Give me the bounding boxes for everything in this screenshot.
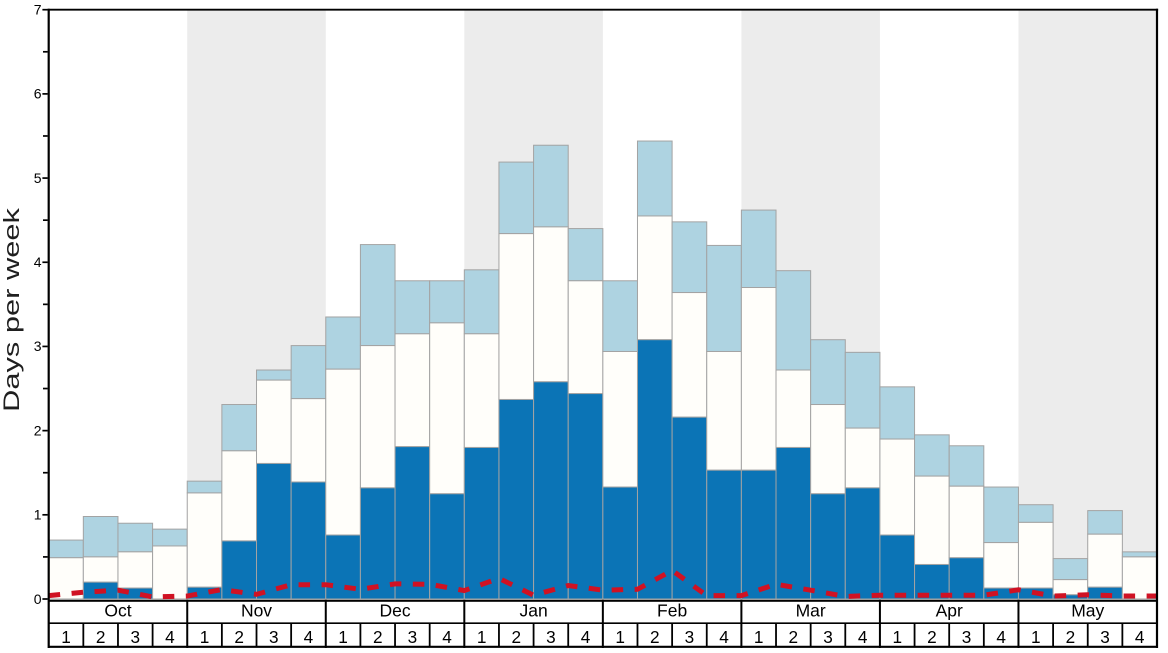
svg-text:Jan: Jan [519,600,547,620]
svg-text:2: 2 [511,627,521,647]
svg-text:May: May [1071,600,1104,620]
svg-text:3: 3 [962,627,972,647]
svg-text:4: 4 [996,627,1006,647]
svg-text:4: 4 [304,627,314,647]
svg-text:3: 3 [685,627,695,647]
svg-text:Days per week: Days per week [0,208,24,412]
svg-text:Feb: Feb [657,600,687,620]
svg-text:3: 3 [408,627,418,647]
svg-text:1: 1 [200,627,210,647]
svg-text:Mar: Mar [796,600,826,620]
svg-text:4: 4 [34,254,42,270]
svg-text:1: 1 [1031,627,1041,647]
svg-text:5: 5 [34,170,42,186]
svg-text:Oct: Oct [104,600,131,620]
svg-text:6: 6 [34,86,42,102]
svg-text:3: 3 [34,338,42,354]
svg-text:3: 3 [131,627,141,647]
svg-text:2: 2 [34,422,42,438]
svg-text:1: 1 [61,627,71,647]
svg-text:Apr: Apr [936,600,963,620]
svg-text:Dec: Dec [379,600,410,620]
svg-text:1: 1 [754,627,764,647]
svg-text:2: 2 [373,627,383,647]
svg-text:2: 2 [234,627,244,647]
svg-text:2: 2 [789,627,799,647]
svg-text:4: 4 [165,627,175,647]
svg-text:4: 4 [581,627,591,647]
svg-text:1: 1 [34,507,42,523]
svg-text:2: 2 [927,627,937,647]
svg-text:1: 1 [892,627,902,647]
svg-text:2: 2 [650,627,660,647]
svg-text:3: 3 [1100,627,1110,647]
svg-text:4: 4 [442,627,452,647]
svg-text:1: 1 [615,627,625,647]
svg-text:3: 3 [269,627,279,647]
svg-text:Nov: Nov [241,600,272,620]
svg-text:2: 2 [96,627,106,647]
svg-text:4: 4 [719,627,729,647]
svg-text:2: 2 [1066,627,1076,647]
svg-text:1: 1 [338,627,348,647]
svg-text:4: 4 [1135,627,1145,647]
svg-text:0: 0 [34,591,42,607]
svg-text:4: 4 [858,627,868,647]
svg-text:3: 3 [546,627,556,647]
svg-text:1: 1 [477,627,487,647]
svg-text:3: 3 [823,627,833,647]
svg-text:7: 7 [34,2,42,18]
